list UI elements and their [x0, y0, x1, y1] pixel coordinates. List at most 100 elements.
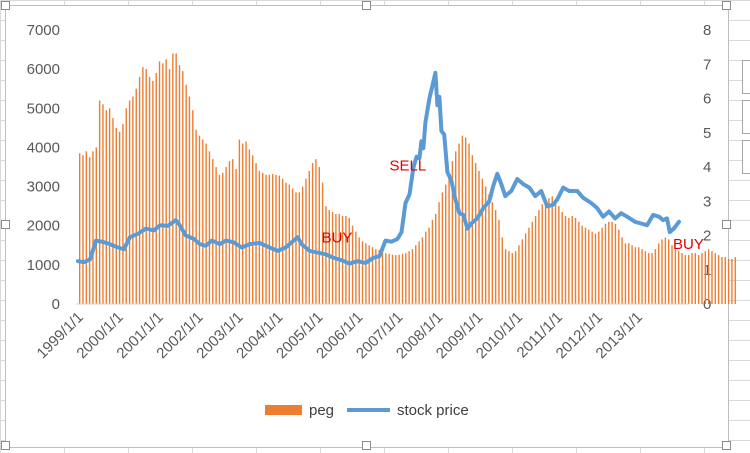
peg-bar	[238, 139, 241, 304]
peg-bar	[644, 251, 647, 304]
peg-bar	[262, 172, 264, 304]
peg-bar	[242, 143, 244, 304]
peg-bar	[724, 257, 726, 304]
peg-bar	[707, 249, 710, 304]
peg-bar	[128, 100, 131, 305]
peg-bar	[504, 249, 507, 304]
y-left-tick-label: 5000	[27, 100, 60, 117]
peg-bar	[358, 237, 360, 304]
peg-bar	[398, 254, 400, 304]
peg-bar	[481, 178, 484, 304]
peg-bar	[315, 159, 317, 304]
peg-bar	[488, 194, 490, 304]
peg-bar	[611, 221, 613, 304]
peg-bar	[528, 227, 530, 304]
peg-bar	[348, 217, 350, 304]
peg-bar	[697, 255, 700, 304]
peg-bar	[671, 245, 673, 304]
peg-bar	[168, 69, 171, 304]
peg-bar	[172, 53, 174, 304]
peg-bar	[584, 227, 587, 304]
peg-bar	[182, 71, 184, 304]
peg-bar	[365, 243, 367, 304]
y-left-tick-label: 2000	[27, 218, 60, 235]
peg-bar	[278, 175, 281, 304]
resize-handle-top-right[interactable]	[722, 1, 731, 10]
peg-bar	[95, 147, 97, 304]
y-right-tick-label: 0	[703, 296, 711, 313]
resize-handle-middle-left[interactable]	[1, 220, 10, 229]
peg-bar	[235, 168, 237, 304]
y-left-tick-label: 4000	[27, 139, 60, 156]
peg-bar	[574, 217, 577, 304]
chart-styles-button[interactable]	[742, 100, 750, 134]
peg-bar	[677, 251, 680, 304]
peg-bar	[478, 170, 480, 304]
peg-bar	[674, 249, 677, 304]
peg-bar	[102, 104, 104, 305]
resize-handle-middle-right[interactable]	[722, 220, 731, 229]
peg-bar	[631, 245, 633, 304]
chart-filters-button[interactable]	[742, 140, 750, 174]
peg-bar	[285, 182, 287, 304]
peg-bar	[501, 237, 504, 304]
peg-bar	[534, 215, 537, 304]
resize-handle-bottom-center[interactable]	[362, 441, 371, 450]
chart-elements-button[interactable]	[742, 60, 750, 94]
peg-bar	[118, 131, 121, 304]
peg-bar	[205, 143, 207, 304]
peg-bar	[641, 249, 643, 304]
peg-bar	[521, 239, 523, 304]
peg-bar	[308, 170, 310, 304]
peg-bar	[108, 108, 111, 304]
peg-bar	[618, 229, 620, 304]
peg-bar	[192, 110, 194, 305]
peg-bar	[78, 153, 81, 304]
peg-bar	[415, 245, 417, 304]
peg-bar	[628, 243, 630, 304]
peg-bar	[714, 253, 716, 304]
peg-bar	[122, 123, 124, 304]
peg-bar	[391, 254, 394, 304]
peg-bar	[581, 225, 583, 304]
y-left-tick-label: 7000	[27, 22, 60, 39]
y-right-tick-label: 1	[703, 262, 711, 279]
peg-bar	[368, 245, 370, 304]
y-right-tick-label: 7	[703, 56, 711, 73]
peg-bar	[588, 229, 590, 304]
peg-bar	[155, 73, 157, 304]
peg-bar	[438, 202, 440, 304]
peg-bar	[484, 186, 487, 304]
resize-handle-top-left[interactable]	[1, 1, 10, 10]
peg-bar	[498, 219, 500, 304]
resize-handle-bottom-right[interactable]	[722, 441, 731, 450]
y-right-tick-label: 8	[703, 22, 711, 39]
peg-bar	[544, 200, 547, 304]
resize-handle-bottom-left[interactable]	[1, 441, 10, 450]
peg-bar	[395, 255, 397, 304]
peg-bar	[215, 167, 217, 304]
peg-bar	[591, 231, 593, 304]
stock-price-line	[76, 70, 681, 266]
y-left-tick-label: 6000	[27, 61, 60, 78]
peg-bar	[375, 249, 377, 304]
peg-bar	[418, 241, 420, 304]
peg-bar	[624, 243, 627, 304]
peg-bar	[378, 249, 380, 304]
peg-bar	[188, 96, 191, 304]
peg-bar	[594, 233, 597, 304]
peg-bar	[208, 151, 211, 304]
peg-bar	[717, 255, 720, 304]
peg-bar	[494, 210, 497, 304]
peg-bar	[405, 253, 407, 304]
peg-bar	[614, 223, 617, 304]
legend-peg-label: peg	[309, 402, 334, 419]
resize-handle-top-center[interactable]	[362, 1, 371, 10]
peg-bar	[431, 219, 434, 304]
peg-bar	[271, 174, 274, 304]
peg-bar	[694, 253, 697, 304]
peg-bar	[727, 258, 730, 304]
peg-bar	[175, 53, 177, 304]
peg-bar	[281, 178, 284, 304]
